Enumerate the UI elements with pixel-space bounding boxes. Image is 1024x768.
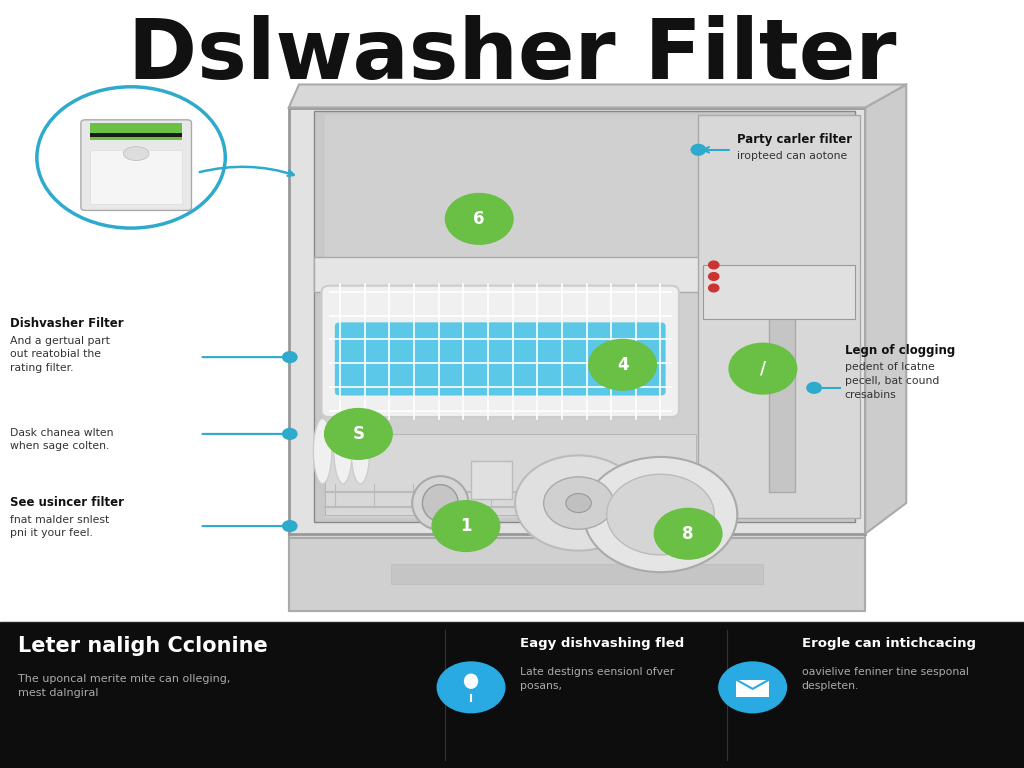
Ellipse shape [422, 485, 459, 521]
FancyBboxPatch shape [81, 120, 191, 210]
Circle shape [566, 494, 591, 512]
Text: pedent of lcatne
pecell, bat cound
cresabins: pedent of lcatne pecell, bat cound cresa… [845, 362, 939, 399]
Text: Eagy dishvashing fled: Eagy dishvashing fled [520, 637, 684, 650]
Circle shape [709, 284, 719, 292]
Text: fnat malder snlest
pni it your feel.: fnat malder snlest pni it your feel. [10, 515, 110, 538]
Circle shape [709, 273, 719, 280]
Text: S: S [352, 425, 365, 443]
Circle shape [283, 352, 297, 362]
Text: Party carler filter: Party carler filter [737, 133, 852, 146]
Bar [90, 133, 182, 137]
Bar [90, 150, 182, 204]
Bar [769, 296, 795, 492]
Bar [314, 257, 701, 292]
Bar [289, 108, 865, 534]
Text: 1: 1 [460, 517, 472, 535]
FancyBboxPatch shape [335, 323, 666, 396]
Text: Dslwasher Filter: Dslwasher Filter [128, 15, 896, 96]
Circle shape [432, 501, 500, 551]
Circle shape [584, 457, 737, 572]
Text: 6: 6 [473, 210, 485, 228]
Circle shape [544, 477, 613, 529]
Circle shape [515, 455, 642, 551]
Text: See usincer filter: See usincer filter [10, 496, 124, 509]
Text: iropteed can aotone: iropteed can aotone [737, 151, 848, 161]
Circle shape [807, 382, 821, 393]
Circle shape [445, 194, 513, 244]
Ellipse shape [351, 419, 370, 484]
Text: Legn of clogging: Legn of clogging [845, 344, 955, 357]
Text: 8: 8 [682, 525, 694, 543]
Circle shape [325, 409, 392, 459]
Ellipse shape [313, 419, 332, 484]
Bar [471, 461, 512, 499]
Circle shape [283, 521, 297, 531]
Bar [698, 115, 860, 518]
Bar [90, 123, 182, 140]
Ellipse shape [334, 415, 352, 484]
Text: Erogle can intichcacing: Erogle can intichcacing [802, 637, 976, 650]
Circle shape [709, 261, 719, 269]
Text: Late destigns eensionl ofver
posans,: Late destigns eensionl ofver posans, [520, 667, 675, 690]
Bar [391, 564, 763, 584]
Bar [0, 622, 1024, 768]
Ellipse shape [464, 674, 478, 689]
Ellipse shape [412, 476, 469, 530]
Polygon shape [865, 84, 906, 534]
Circle shape [437, 662, 505, 713]
Circle shape [35, 85, 227, 230]
Text: Dishvasher Filter: Dishvasher Filter [10, 317, 124, 330]
Bar [314, 111, 855, 522]
Bar [0, 0, 1024, 622]
Polygon shape [289, 84, 906, 108]
Text: The uponcal merite mite can olleging,
mest dalngiral: The uponcal merite mite can olleging, me… [18, 674, 230, 698]
Text: /: / [760, 359, 766, 378]
Text: And a gertual part
out reatobial the
rating filter.: And a gertual part out reatobial the rat… [10, 336, 111, 372]
Text: oavielive feniner tine sesponal
despleten.: oavielive feniner tine sesponal desplete… [802, 667, 969, 690]
Circle shape [283, 429, 297, 439]
Text: Dask chanea wlten
when sage colten.: Dask chanea wlten when sage colten. [10, 428, 114, 452]
Bar [325, 115, 845, 518]
FancyBboxPatch shape [322, 286, 679, 417]
Circle shape [589, 339, 656, 390]
Circle shape [719, 662, 786, 713]
Bar [289, 538, 865, 611]
Circle shape [606, 475, 715, 554]
Text: 4: 4 [616, 356, 629, 374]
Bar [325, 434, 696, 515]
Text: Leter naligh Cclonine: Leter naligh Cclonine [18, 636, 268, 656]
Bar [736, 680, 769, 697]
Circle shape [729, 343, 797, 394]
Bar [703, 265, 855, 319]
Ellipse shape [124, 147, 150, 161]
Circle shape [691, 144, 706, 155]
Circle shape [654, 508, 722, 559]
Bar [289, 534, 865, 611]
